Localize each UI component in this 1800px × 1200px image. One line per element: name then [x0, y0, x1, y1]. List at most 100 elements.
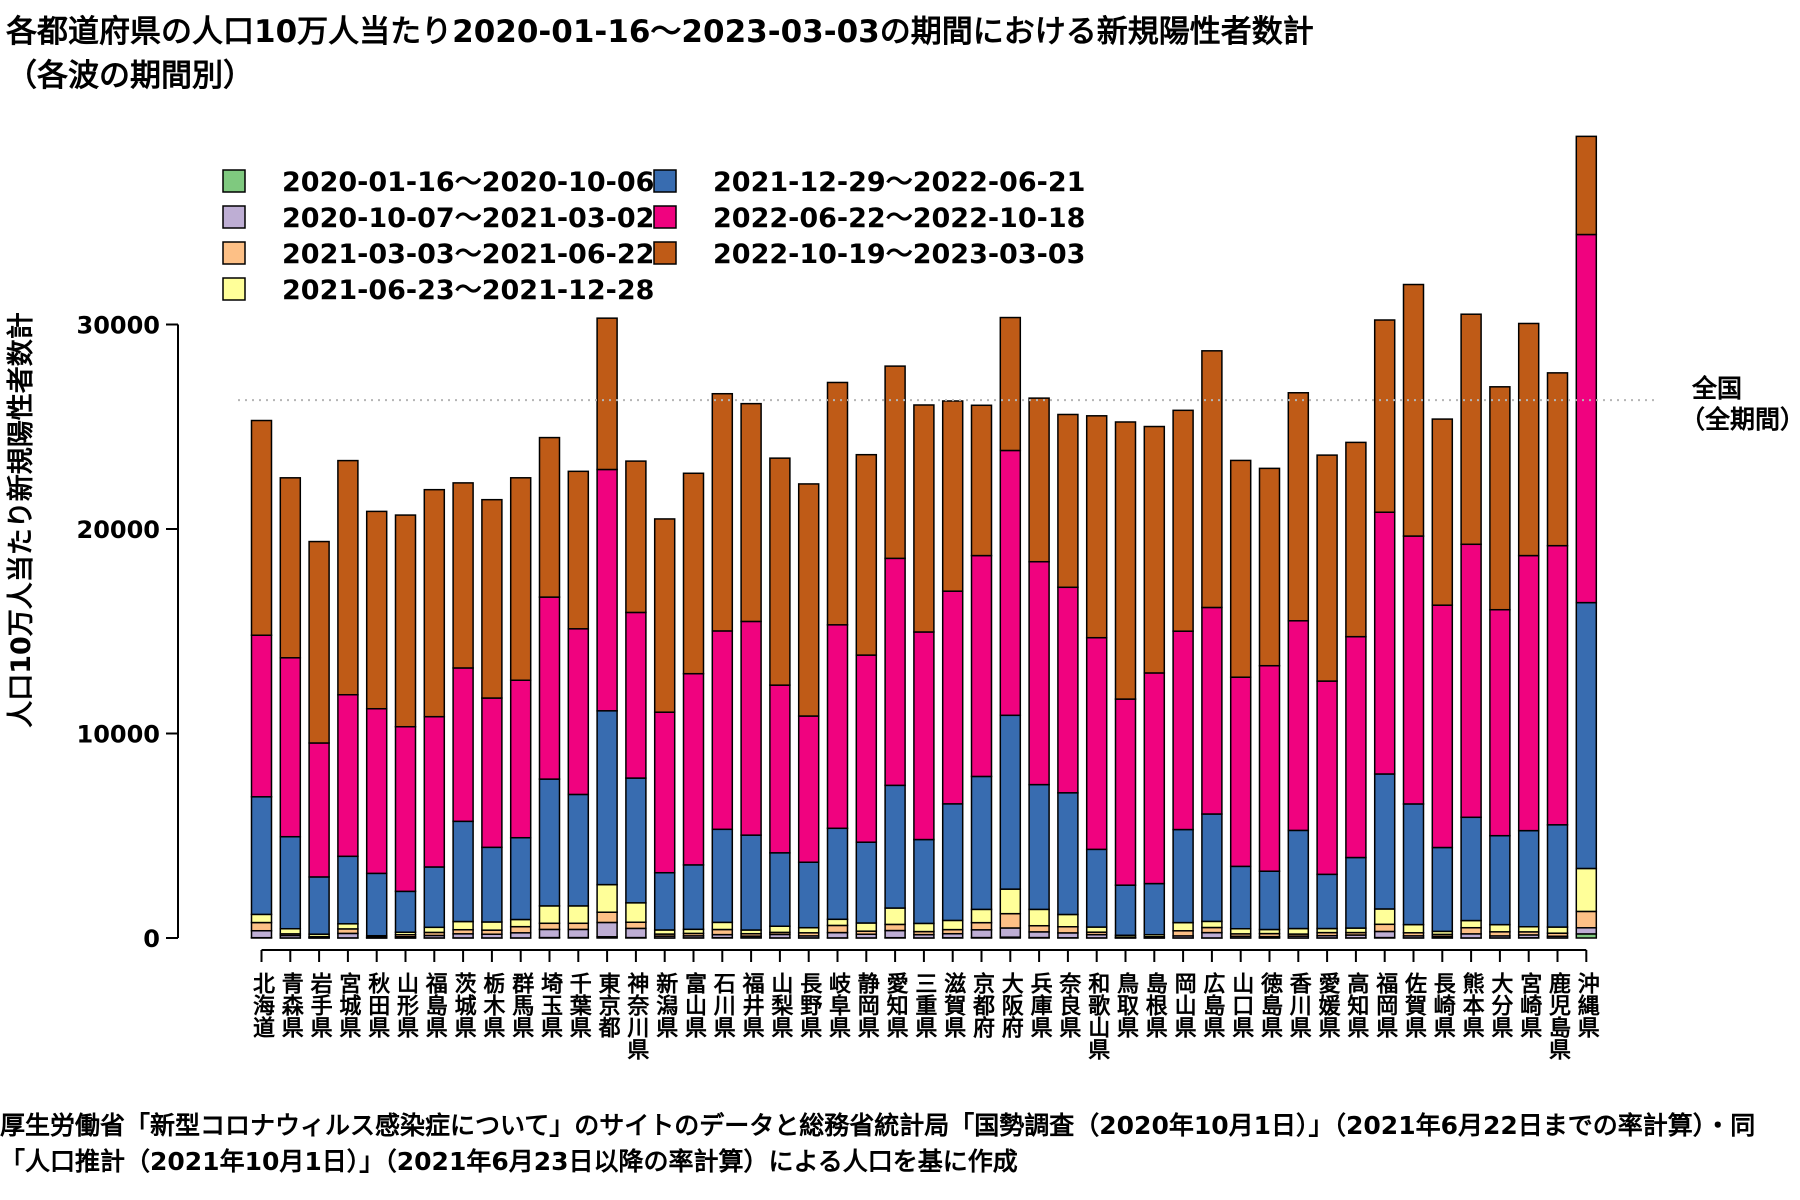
bar-segment	[999, 912, 1022, 929]
bar-segment	[1085, 415, 1108, 639]
bar-segment	[653, 711, 676, 874]
bar-segment	[1316, 454, 1338, 682]
x-tick-label: 滋賀県	[940, 971, 967, 1038]
bar-segment	[682, 472, 705, 675]
y-tick-label: 0	[143, 925, 160, 953]
bar-segment	[250, 634, 273, 798]
bar-segment	[337, 459, 359, 696]
x-tick-label: 広島県	[1199, 971, 1225, 1038]
bar-segment	[855, 453, 878, 656]
x-tick-label: 徳島県	[1257, 971, 1284, 1038]
bar-segment	[711, 630, 734, 831]
bar-segment	[970, 908, 993, 924]
bar-segment	[1575, 927, 1598, 935]
bar-segment	[279, 927, 302, 935]
bar-segment	[452, 667, 474, 823]
legend-label: 2022-10-19～2023-03-03	[713, 239, 1085, 270]
bar-segment	[567, 628, 590, 796]
reference-label-line1: 全国	[1691, 374, 1742, 403]
bar-segment	[1316, 873, 1338, 930]
bar-segment	[1402, 535, 1425, 805]
bar-segment	[1402, 283, 1425, 537]
bar-segment	[913, 631, 935, 841]
x-tick-label: 香川県	[1286, 972, 1313, 1038]
y-tick-label: 10000	[77, 721, 161, 749]
bar-segment	[596, 921, 618, 938]
bar-segment	[538, 905, 561, 925]
bar-segment	[970, 921, 993, 931]
legend-swatch	[222, 205, 246, 229]
legend-label: 2021-03-03～2021-06-22	[282, 239, 654, 270]
x-tick-label: 岡山県	[1171, 972, 1197, 1038]
y-axis-label: 人口10万人当たり新規陽性者数計	[5, 312, 37, 728]
bar-segment	[279, 477, 302, 659]
bar-segment	[797, 926, 820, 934]
source-note: 厚生労働省「新型コロナウィルス感染症について」のサイトのデータと総務省統計局「国…	[0, 1111, 1756, 1176]
bar-segment	[279, 835, 302, 930]
bar-segment	[999, 888, 1022, 915]
bar-segment	[1575, 601, 1598, 870]
x-tick-label: 宮城県	[335, 971, 361, 1038]
y-axis: 0 10000 20000 30000	[77, 312, 179, 953]
x-tick-label: 熊本県	[1459, 971, 1485, 1038]
bar-segment	[740, 402, 762, 623]
bar-segment	[509, 836, 532, 921]
bar-segment	[1114, 884, 1137, 937]
legend-label: 2021-12-29～2022-06-21	[713, 167, 1085, 198]
bar-segment	[826, 924, 849, 934]
bar-segment	[596, 883, 618, 913]
bar-segment	[682, 672, 705, 866]
legend-label: 2020-01-16～2020-10-06	[282, 167, 654, 198]
bar-segment	[1057, 792, 1079, 916]
bar-segment	[481, 498, 503, 699]
bar-segment	[625, 611, 647, 779]
bar-segment	[1546, 926, 1569, 934]
x-tick-label: 長野県	[796, 972, 822, 1038]
bar-segment	[567, 793, 590, 907]
bar-segment	[1028, 931, 1050, 939]
bar-segment	[308, 742, 330, 878]
bar-segment	[1373, 930, 1396, 939]
bar-segment	[769, 852, 791, 927]
bar-segment	[538, 596, 561, 780]
bar-segment	[538, 928, 561, 939]
bar-segment	[970, 404, 993, 557]
x-tick-label: 宮崎県	[1516, 971, 1542, 1038]
bar-segment	[567, 922, 590, 931]
bar-segment	[1460, 543, 1482, 819]
x-tick-label: 茨城県	[451, 972, 477, 1038]
bar-segment	[682, 864, 705, 931]
bar-segment	[1287, 829, 1310, 930]
bar-segment	[855, 654, 878, 843]
bar-segment	[481, 697, 503, 849]
bar-segment	[855, 841, 878, 924]
legend-label: 2021-06-23～2021-12-28	[282, 275, 654, 306]
bar-segment	[1143, 425, 1166, 674]
bar-segment	[653, 518, 676, 713]
bar-segment	[1546, 372, 1569, 547]
reference-label-line2: （全期間）	[1680, 405, 1800, 434]
bar-segment	[941, 590, 964, 805]
chart-subtitle: （各波の期間別）	[6, 58, 254, 94]
bar-segment	[884, 907, 906, 926]
bar-segment	[1345, 635, 1367, 859]
bar-segment	[509, 477, 532, 681]
bar-segment	[1172, 630, 1194, 831]
bar-segment	[1460, 919, 1482, 929]
x-tick-label: 富山県	[681, 971, 707, 1038]
x-tick-label: 沖縄県	[1574, 972, 1600, 1038]
bar-segment	[509, 925, 532, 934]
bar-segment	[970, 929, 993, 939]
legend-swatch	[653, 205, 677, 229]
bar-segment	[1028, 908, 1050, 927]
chart-title: 各都道府県の人口10万人当たり2020-01-16～2023-03-03の期間に…	[5, 14, 1314, 50]
bar-segment	[365, 510, 388, 710]
x-tick-label: 奈良県	[1055, 971, 1082, 1038]
bar-segment	[1028, 560, 1050, 786]
bar-segment	[999, 714, 1022, 890]
x-tick-label: 青森県	[278, 972, 304, 1038]
bar-segment	[1201, 813, 1223, 923]
legend-swatch	[222, 241, 246, 265]
bar-segment	[596, 911, 618, 924]
x-tick-label: 秋田県	[364, 972, 390, 1038]
